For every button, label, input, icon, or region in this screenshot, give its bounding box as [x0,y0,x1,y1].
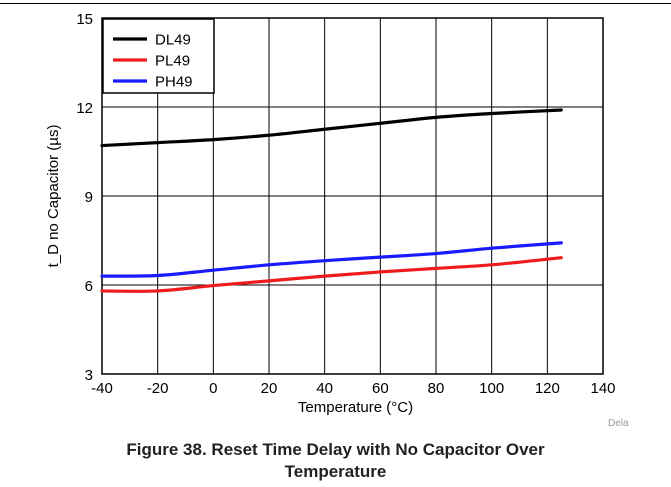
line-chart: -40 -20 0 20 40 60 80 100 120 140 3 6 9 12 15 Temperatu… [45,11,616,416]
legend-label-dl49: DL49 [155,32,191,49]
x-tick-label: 80 [428,380,445,397]
top-rule [0,3,671,4]
figure-caption-line-2: Temperature [284,462,387,481]
y-tick-label: 6 [85,278,93,295]
credit-text: Dela [608,418,629,429]
x-axis-label: Temperature (°C) [298,399,413,416]
y-tick-label: 9 [85,189,93,206]
y-tick-label: 3 [85,367,93,384]
legend-label-pl49: PL49 [155,53,190,70]
x-tick-label: 20 [261,380,278,397]
x-tick-label: 120 [535,380,560,397]
legend-label-ph49: PH49 [155,74,193,91]
x-tick-label: -20 [147,380,169,397]
series-line-ph49 [100,241,563,278]
x-tick-label: 40 [316,380,333,397]
figure-caption-line-1: Figure 38. Reset Time Delay with No Capa… [126,440,545,459]
y-tick-label: 15 [76,11,93,28]
x-tick-label: -40 [91,380,113,397]
x-tick-label: 60 [372,380,389,397]
y-tick-label: 12 [76,100,93,117]
y-axis-label: t_D no Capacitor (µs) [45,125,62,268]
series-line-pl49 [100,256,563,293]
series-line-dl49 [100,108,563,148]
x-tick-label: 140 [590,380,615,397]
x-tick-label: 100 [479,380,504,397]
x-tick-label: 0 [209,380,217,397]
plot-frame [101,17,604,375]
